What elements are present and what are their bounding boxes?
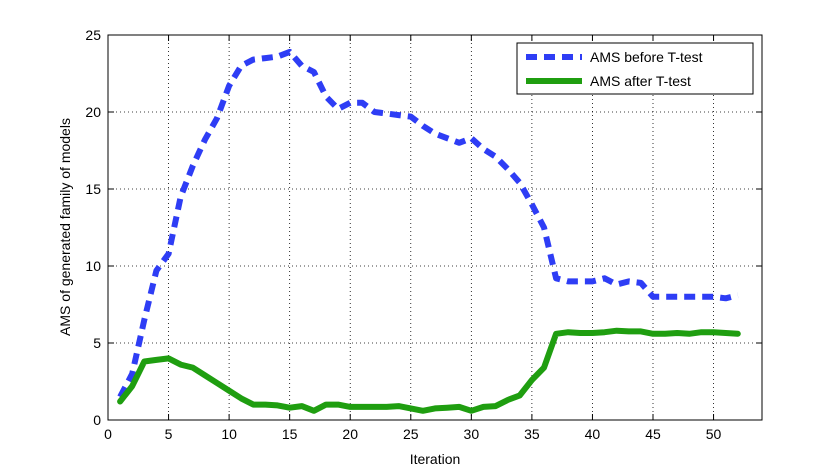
x-tick-label: 30: [464, 426, 480, 442]
grid-lines: [108, 35, 762, 420]
y-tick-label: 20: [85, 104, 101, 120]
x-tick-labels: 0 5 10 15 20 25 30 35 40 45 50: [104, 426, 721, 442]
legend: AMS before T-test AMS after T-test: [516, 42, 754, 95]
legend-box: [516, 42, 754, 95]
y-tick-label: 15: [85, 181, 101, 197]
x-tick-label: 35: [524, 426, 540, 442]
legend-label-after: AMS after T-test: [590, 73, 691, 89]
x-tick-label: 45: [645, 426, 661, 442]
y-tick-label: 25: [85, 27, 101, 43]
x-tick-label: 0: [104, 426, 112, 442]
x-tick-label: 10: [221, 426, 237, 442]
y-tick-label: 0: [93, 412, 101, 428]
y-tick-label: 10: [85, 258, 101, 274]
x-tick-label: 25: [403, 426, 419, 442]
series-layer: [117, 48, 741, 414]
legend-label-before: AMS before T-test: [590, 49, 703, 65]
x-tick-label: 5: [165, 426, 173, 442]
x-tick-label: 50: [706, 426, 722, 442]
axis-ticks: [107, 34, 762, 421]
plot-frame: [107, 34, 763, 421]
y-tick-labels: 0 5 10 15 20 25: [85, 27, 101, 428]
series-line-before: [117, 48, 739, 399]
y-axis-label: AMS of generated family of models: [57, 118, 73, 336]
y-tick-label: 5: [93, 335, 101, 351]
series-line-after: [117, 327, 741, 414]
x-tick-label: 15: [282, 426, 298, 442]
x-tick-label: 20: [342, 426, 358, 442]
x-tick-label: 40: [585, 426, 601, 442]
x-axis-label: Iteration: [410, 451, 461, 467]
